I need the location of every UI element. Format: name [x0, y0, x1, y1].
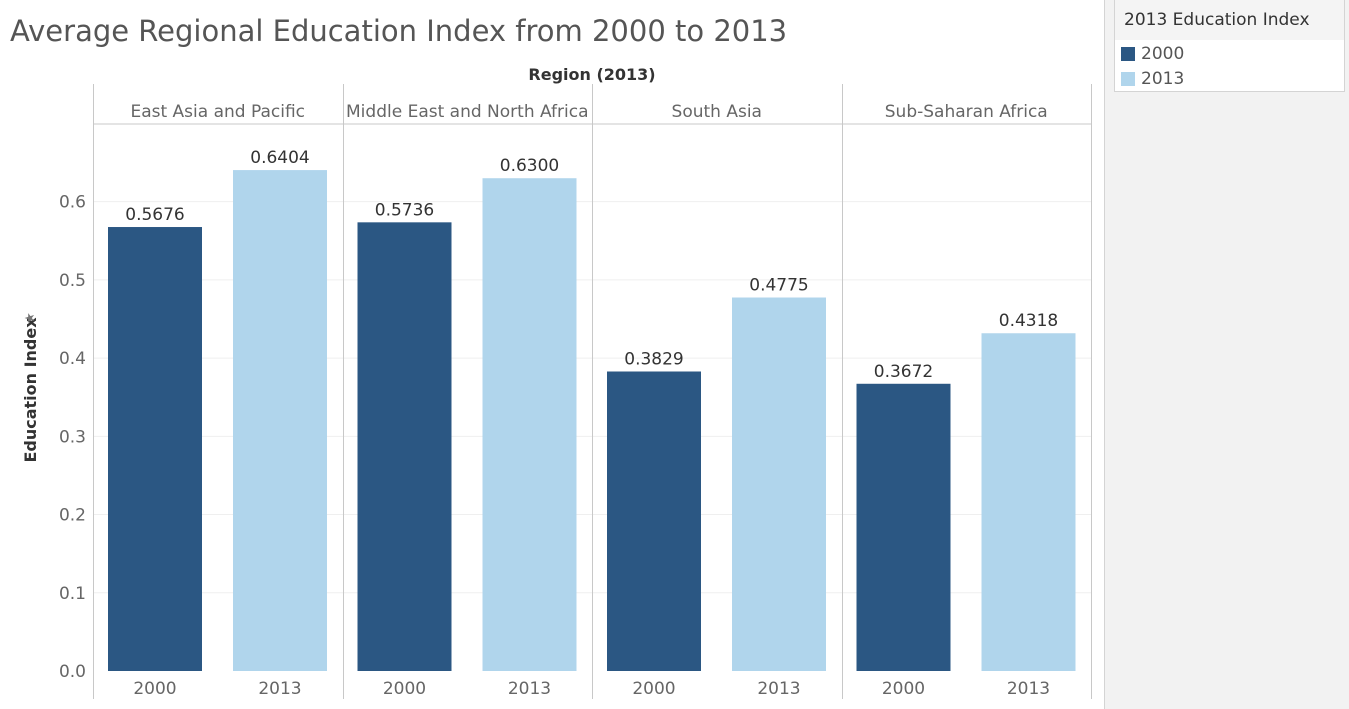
y-tick-label: 0.3: [59, 427, 86, 447]
panel-header-east-asia-and-pacific: East Asia and Pacific: [130, 102, 305, 122]
bar: [233, 170, 327, 672]
x-tick-label: 2000: [632, 679, 675, 699]
data-label: 0.6404: [250, 148, 309, 168]
legend-panel: 2013 Education Index 2000 2013: [1104, 0, 1349, 709]
x-tick-label: 2013: [757, 679, 800, 699]
y-tick-label: 0.6: [59, 193, 86, 213]
data-label: 0.4775: [749, 275, 808, 295]
bar: [856, 383, 951, 671]
legend-swatch: [1121, 72, 1135, 86]
legend-title: 2013 Education Index: [1115, 0, 1344, 40]
data-label: 0.5736: [375, 200, 434, 220]
bar: [357, 222, 452, 671]
y-tick-label: 0.1: [59, 584, 86, 604]
chart-area: Average Regional Education Index from 20…: [10, 14, 1092, 699]
legend-item-2000[interactable]: 2000: [1121, 43, 1184, 65]
y-tick-label: 0.2: [59, 506, 86, 526]
data-label: 0.6300: [500, 156, 559, 176]
y-tick-label: 0.5: [59, 271, 86, 291]
bar: [108, 227, 202, 671]
data-label: 0.5676: [125, 205, 184, 225]
pin-icon: ★: [23, 312, 38, 324]
bar: [981, 333, 1076, 671]
x-tick-label: 2000: [133, 679, 176, 699]
legend[interactable]: 2013 Education Index 2000 2013: [1114, 0, 1345, 92]
bar: [732, 297, 826, 671]
panel-header-middle-east-and-north-africa: Middle East and North Africa: [346, 102, 588, 122]
x-tick-label: 2013: [508, 679, 551, 699]
data-label: 0.3829: [624, 349, 683, 369]
column-header: Region (2013): [528, 65, 655, 84]
legend-swatch: [1121, 47, 1135, 61]
data-label: 0.3672: [874, 362, 933, 382]
x-tick-label: 2000: [383, 679, 426, 699]
bar: [482, 178, 577, 672]
y-axis-title: Education Index: [21, 317, 40, 463]
legend-label: 2013: [1141, 69, 1185, 89]
bar-chart: Region (2013) 0.0 0.1 0.2 0.3 0.4 0.5 0.6 Educat…: [21, 65, 1092, 699]
x-tick-label: 2013: [1007, 679, 1050, 699]
panel-header-south-asia: South Asia: [672, 102, 762, 122]
bar: [607, 371, 701, 671]
chart-title: Average Regional Education Index from 20…: [10, 14, 788, 48]
y-tick-label: 0.4: [59, 349, 86, 369]
y-tick-label: 0.0: [59, 662, 86, 682]
x-tick-label: 2013: [258, 679, 301, 699]
x-tick-label: 2000: [882, 679, 925, 699]
legend-item-2013[interactable]: 2013: [1121, 68, 1184, 90]
data-label: 0.4318: [999, 311, 1058, 331]
legend-label: 2000: [1141, 44, 1185, 64]
panel-header-sub-saharan-africa: Sub-Saharan Africa: [885, 102, 1048, 122]
